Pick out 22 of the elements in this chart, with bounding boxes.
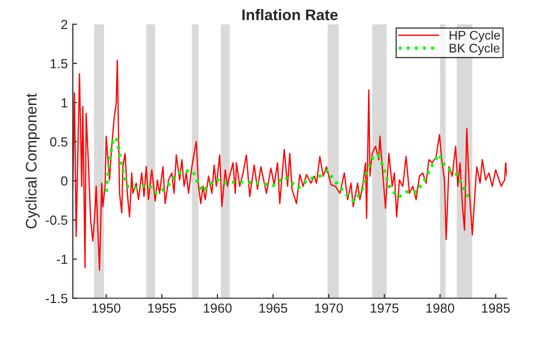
x-tick-label: 1985 (482, 303, 510, 313)
y-tick-label: 2 (61, 20, 68, 30)
line-series (72, 60, 507, 271)
y-tick-label: 1 (62, 98, 68, 108)
x-tick-label: 1955 (148, 303, 176, 313)
x-tick-label: 1965 (259, 303, 288, 313)
x-tick-label: 1980 (426, 303, 454, 313)
x-tick-label: 1970 (315, 303, 343, 313)
y-tick-label: -0.5 (46, 216, 68, 225)
line-series (104, 136, 472, 203)
y-tick-label: -1.5 (46, 294, 68, 304)
y-tick-label: 0 (61, 176, 68, 186)
legend-label: HP Cycle (450, 30, 500, 42)
chart-title: Inflation Rate (242, 9, 338, 20)
y-tick-label: -1 (56, 254, 68, 264)
x-tick-label: 1975 (370, 303, 399, 313)
y-tick-label: 1.5 (50, 59, 68, 68)
y-tick-label: 0.5 (50, 137, 68, 147)
x-tick-label: 1960 (204, 303, 232, 313)
y-axis-title: Cyclical Component (25, 93, 40, 228)
legend-label: BK Cycle (450, 43, 500, 56)
x-tick-label: 1950 (92, 303, 120, 313)
